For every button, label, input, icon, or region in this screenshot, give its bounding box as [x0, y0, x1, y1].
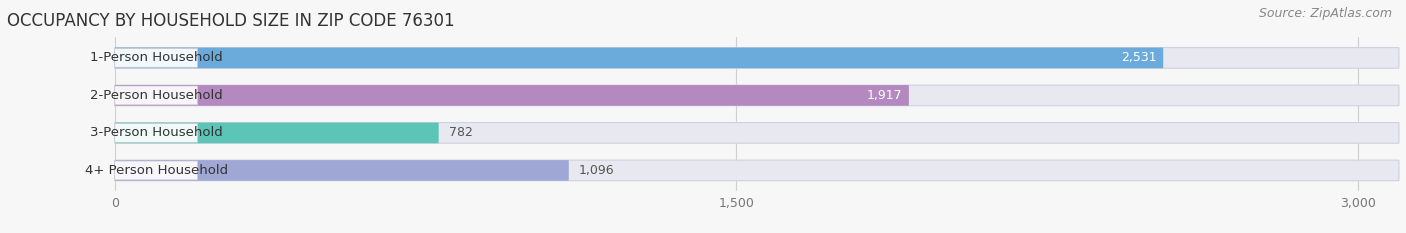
Text: Source: ZipAtlas.com: Source: ZipAtlas.com — [1258, 7, 1392, 20]
FancyBboxPatch shape — [115, 160, 569, 181]
FancyBboxPatch shape — [115, 161, 198, 180]
FancyBboxPatch shape — [115, 85, 1399, 106]
Text: 1-Person Household: 1-Person Household — [90, 51, 222, 64]
Text: 2-Person Household: 2-Person Household — [90, 89, 222, 102]
FancyBboxPatch shape — [115, 123, 198, 142]
Text: 2,531: 2,531 — [1122, 51, 1157, 64]
Text: 3-Person Household: 3-Person Household — [90, 127, 222, 139]
FancyBboxPatch shape — [115, 123, 439, 143]
FancyBboxPatch shape — [115, 123, 1399, 143]
FancyBboxPatch shape — [115, 48, 1163, 68]
FancyBboxPatch shape — [115, 160, 1399, 181]
FancyBboxPatch shape — [115, 48, 1399, 68]
Text: 1,096: 1,096 — [579, 164, 614, 177]
Text: 782: 782 — [449, 127, 472, 139]
Text: OCCUPANCY BY HOUSEHOLD SIZE IN ZIP CODE 76301: OCCUPANCY BY HOUSEHOLD SIZE IN ZIP CODE … — [7, 12, 454, 30]
FancyBboxPatch shape — [115, 86, 198, 105]
FancyBboxPatch shape — [115, 48, 198, 67]
FancyBboxPatch shape — [115, 85, 908, 106]
Text: 4+ Person Household: 4+ Person Household — [84, 164, 228, 177]
Text: 1,917: 1,917 — [868, 89, 903, 102]
